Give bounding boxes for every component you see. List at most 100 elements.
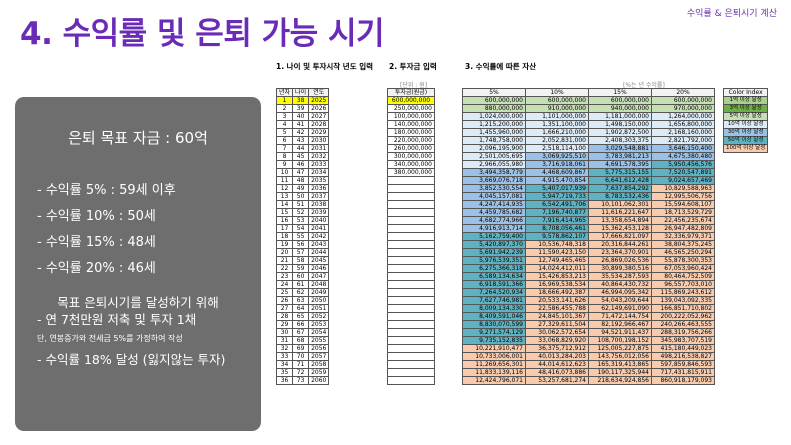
year-cell[interactable]: 2032 (308, 152, 330, 161)
investment-cell[interactable] (387, 264, 435, 273)
year-index-cell[interactable]: 10 (275, 168, 294, 177)
investment-cell[interactable] (387, 344, 435, 353)
year-index-cell[interactable]: 21 (275, 256, 294, 265)
year-index-cell[interactable]: 17 (275, 224, 294, 233)
investment-cell[interactable] (387, 320, 435, 329)
year-cell[interactable]: 2052 (308, 312, 330, 321)
year-index-cell[interactable]: 23 (275, 272, 294, 281)
year-index-cell[interactable]: 24 (275, 280, 294, 289)
year-index-cell[interactable]: 14 (275, 200, 294, 209)
year-index-cell[interactable]: 34 (275, 360, 294, 369)
investment-cell[interactable]: 600,000,000 (387, 96, 435, 105)
year-cell[interactable]: 2035 (308, 176, 330, 185)
year-index-cell[interactable]: 29 (275, 320, 294, 329)
year-cell[interactable]: 2050 (308, 296, 330, 305)
year-cell[interactable]: 2058 (308, 360, 330, 369)
year-index-cell[interactable]: 33 (275, 352, 294, 361)
year-index-cell[interactable]: 15 (275, 208, 294, 217)
age-cell[interactable]: 69 (292, 344, 310, 353)
year-cell[interactable]: 2049 (308, 288, 330, 297)
investment-cell[interactable] (387, 272, 435, 281)
investment-cell[interactable] (387, 184, 435, 193)
investment-cell[interactable] (387, 248, 435, 257)
year-cell[interactable]: 2054 (308, 328, 330, 337)
year-cell[interactable]: 2030 (308, 136, 330, 145)
age-cell[interactable]: 45 (292, 152, 310, 161)
investment-cell[interactable] (387, 312, 435, 321)
investment-cell[interactable] (387, 200, 435, 209)
age-cell[interactable]: 64 (292, 304, 310, 313)
investment-cell[interactable]: 300,000,000 (387, 152, 435, 161)
investment-cell[interactable]: 250,000,000 (387, 104, 435, 113)
year-index-cell[interactable]: 27 (275, 304, 294, 313)
year-index-cell[interactable]: 25 (275, 288, 294, 297)
investment-cell[interactable] (387, 176, 435, 185)
age-cell[interactable]: 38 (292, 96, 310, 105)
year-index-cell[interactable]: 18 (275, 232, 294, 241)
investment-cell[interactable] (387, 376, 435, 385)
age-cell[interactable]: 72 (292, 368, 310, 377)
year-cell[interactable]: 2041 (308, 224, 330, 233)
investment-cell[interactable] (387, 256, 435, 265)
age-cell[interactable]: 46 (292, 160, 310, 169)
year-cell[interactable]: 2027 (308, 112, 330, 121)
age-cell[interactable]: 43 (292, 136, 310, 145)
year-index-cell[interactable]: 12 (275, 184, 294, 193)
investment-cell[interactable] (387, 328, 435, 337)
year-cell[interactable]: 2048 (308, 280, 330, 289)
age-cell[interactable]: 66 (292, 320, 310, 329)
year-cell[interactable]: 2053 (308, 320, 330, 329)
investment-cell[interactable] (387, 304, 435, 313)
age-cell[interactable]: 60 (292, 272, 310, 281)
year-cell[interactable]: 2047 (308, 272, 330, 281)
age-cell[interactable]: 52 (292, 208, 310, 217)
investment-cell[interactable]: 140,000,000 (387, 120, 435, 129)
year-index-cell[interactable]: 5 (275, 128, 294, 137)
year-cell[interactable]: 2034 (308, 168, 330, 177)
year-cell[interactable]: 2025 (308, 96, 330, 105)
age-cell[interactable]: 44 (292, 144, 310, 153)
age-cell[interactable]: 65 (292, 312, 310, 321)
year-cell[interactable]: 2051 (308, 304, 330, 313)
year-cell[interactable]: 2042 (308, 232, 330, 241)
year-index-cell[interactable]: 1 (275, 96, 294, 105)
investment-cell[interactable] (387, 352, 435, 361)
investment-cell[interactable] (387, 336, 435, 345)
investment-cell[interactable]: 340,000,000 (387, 160, 435, 169)
year-cell[interactable]: 2036 (308, 184, 330, 193)
investment-cell[interactable] (387, 208, 435, 217)
age-cell[interactable]: 48 (292, 176, 310, 185)
year-cell[interactable]: 2057 (308, 352, 330, 361)
age-cell[interactable]: 61 (292, 280, 310, 289)
investment-cell[interactable] (387, 280, 435, 289)
investment-cell[interactable]: 180,000,000 (387, 128, 435, 137)
investment-cell[interactable]: 100,000,000 (387, 112, 435, 121)
year-index-cell[interactable]: 9 (275, 160, 294, 169)
age-cell[interactable]: 51 (292, 200, 310, 209)
age-cell[interactable]: 57 (292, 248, 310, 257)
year-index-cell[interactable]: 31 (275, 336, 294, 345)
year-cell[interactable]: 2026 (308, 104, 330, 113)
year-cell[interactable]: 2060 (308, 376, 330, 385)
year-index-cell[interactable]: 36 (275, 376, 294, 385)
investment-cell[interactable] (387, 296, 435, 305)
age-cell[interactable]: 55 (292, 232, 310, 241)
year-cell[interactable]: 2056 (308, 344, 330, 353)
age-cell[interactable]: 56 (292, 240, 310, 249)
year-index-cell[interactable]: 22 (275, 264, 294, 273)
year-index-cell[interactable]: 4 (275, 120, 294, 129)
year-index-cell[interactable]: 19 (275, 240, 294, 249)
year-cell[interactable]: 2043 (308, 240, 330, 249)
year-cell[interactable]: 2028 (308, 120, 330, 129)
year-cell[interactable]: 2029 (308, 128, 330, 137)
year-index-cell[interactable]: 6 (275, 136, 294, 145)
year-cell[interactable]: 2046 (308, 264, 330, 273)
age-cell[interactable]: 42 (292, 128, 310, 137)
year-cell[interactable]: 2039 (308, 208, 330, 217)
year-index-cell[interactable]: 8 (275, 152, 294, 161)
investment-cell[interactable] (387, 192, 435, 201)
investment-cell[interactable] (387, 368, 435, 377)
year-index-cell[interactable]: 30 (275, 328, 294, 337)
year-index-cell[interactable]: 11 (275, 176, 294, 185)
age-cell[interactable]: 39 (292, 104, 310, 113)
